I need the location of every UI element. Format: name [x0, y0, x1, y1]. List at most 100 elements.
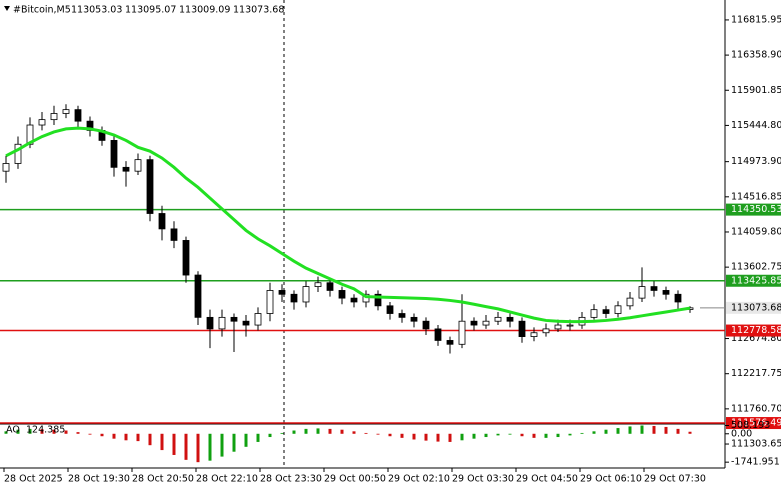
candle-body	[626, 297, 634, 307]
ao-bar	[112, 433, 116, 439]
candle-body	[326, 282, 334, 291]
candle-body	[638, 286, 646, 299]
ao-bar	[196, 433, 200, 463]
ao-bar	[88, 433, 92, 435]
ao-bar	[424, 433, 428, 441]
ao-bar	[484, 433, 488, 438]
ao-bar	[616, 428, 620, 434]
ao-bar	[208, 433, 212, 461]
candle-body	[662, 290, 670, 295]
y-tick-label: 115901.85	[731, 85, 781, 96]
level-label: 113425.85	[731, 275, 781, 286]
candle-body	[206, 316, 214, 330]
x-tick-label: 29 Oct 02:10	[388, 474, 450, 485]
candle-body	[242, 320, 250, 326]
x-tick-label: 29 Oct 04:50	[516, 474, 578, 485]
candle-body	[74, 109, 82, 122]
ao-bar	[448, 433, 452, 442]
ao-bar	[64, 430, 68, 434]
moving-average	[5, 126, 691, 324]
candle-body	[290, 293, 298, 303]
ao-bar	[400, 433, 404, 438]
y-tick-label: 111760.70	[731, 403, 781, 414]
y-tick-label: 115444.80	[731, 120, 781, 131]
ao-bar	[388, 433, 392, 437]
candle-body	[446, 340, 454, 345]
level-label-bg	[726, 324, 781, 337]
candle-body	[374, 293, 382, 307]
candle-body	[566, 324, 574, 327]
candle-body	[410, 316, 418, 322]
level-label-bg	[726, 274, 781, 287]
candle-body	[494, 316, 502, 322]
ao-bar	[280, 432, 284, 434]
ao-bar	[604, 429, 608, 434]
candle-body	[254, 313, 262, 326]
current-price-bg	[726, 301, 781, 314]
ao-tick-label: 508.193	[731, 420, 770, 431]
ao-bar	[640, 425, 644, 434]
ao-bar	[556, 433, 560, 438]
candle-body	[266, 290, 274, 314]
candle-body	[302, 286, 310, 303]
ao-tick-label: 0.00	[731, 428, 752, 439]
y-tick-label: 112674.80	[731, 333, 781, 344]
ao-bar	[304, 428, 308, 434]
candle-body	[530, 332, 538, 337]
ao-bar	[580, 432, 584, 434]
ao-bar	[16, 429, 20, 434]
y-tick-label: 114973.90	[731, 156, 781, 167]
ao-bar	[40, 429, 44, 434]
candle-body	[122, 166, 130, 172]
ao-bar	[232, 433, 236, 452]
ao-bar	[676, 428, 680, 434]
ao-bar	[412, 433, 416, 440]
ao-bar	[436, 433, 440, 442]
ao-bar	[76, 432, 80, 434]
level-label-bg	[726, 417, 781, 430]
level-label: 111576.49	[731, 418, 781, 429]
ao-bar	[592, 431, 596, 434]
ao-bar	[100, 433, 104, 437]
candle-body	[2, 163, 10, 172]
x-tick-label: 28 Oct 22:10	[196, 474, 258, 485]
x-tick-label: 28 Oct 20:50	[132, 474, 194, 485]
current-price-label: 113073.68	[731, 302, 781, 313]
candle-body	[146, 159, 154, 214]
ao-bar	[568, 433, 572, 436]
ao-bar	[244, 433, 248, 447]
x-tick-label: 28 Oct 2025	[4, 474, 63, 485]
candle-body	[158, 213, 166, 230]
ao-bar	[364, 432, 368, 434]
symbol-label: #Bitcoin,M5	[13, 5, 71, 16]
level-label-bg	[726, 203, 781, 216]
candle-body	[482, 320, 490, 326]
ao-tick-label: -1741.951	[731, 457, 780, 468]
candle-body	[110, 140, 118, 168]
candle-body	[650, 286, 658, 291]
y-tick-label: 116358.90	[731, 50, 781, 61]
ao-bar	[544, 433, 548, 438]
ohlc-value: 113095.07	[125, 5, 176, 16]
y-tick-label: 112217.75	[731, 368, 781, 379]
x-tick-label: 29 Oct 03:30	[452, 474, 514, 485]
candle-body	[602, 309, 610, 314]
candle-body	[338, 290, 346, 299]
candle-body	[194, 274, 202, 318]
candle-body	[554, 324, 562, 330]
ao-bar	[4, 431, 8, 434]
ao-bar	[496, 433, 500, 436]
level-label: 114350.53	[731, 204, 781, 215]
candle-body	[218, 316, 226, 330]
ao-bar	[376, 433, 380, 435]
candle-body	[86, 120, 94, 131]
ao-bar	[352, 431, 356, 434]
y-tick-label: 114059.80	[731, 226, 781, 237]
ao-bar	[184, 433, 188, 460]
ao-bar	[664, 426, 668, 434]
level-label: 112778.58	[731, 325, 781, 336]
ao-bar	[532, 433, 536, 438]
